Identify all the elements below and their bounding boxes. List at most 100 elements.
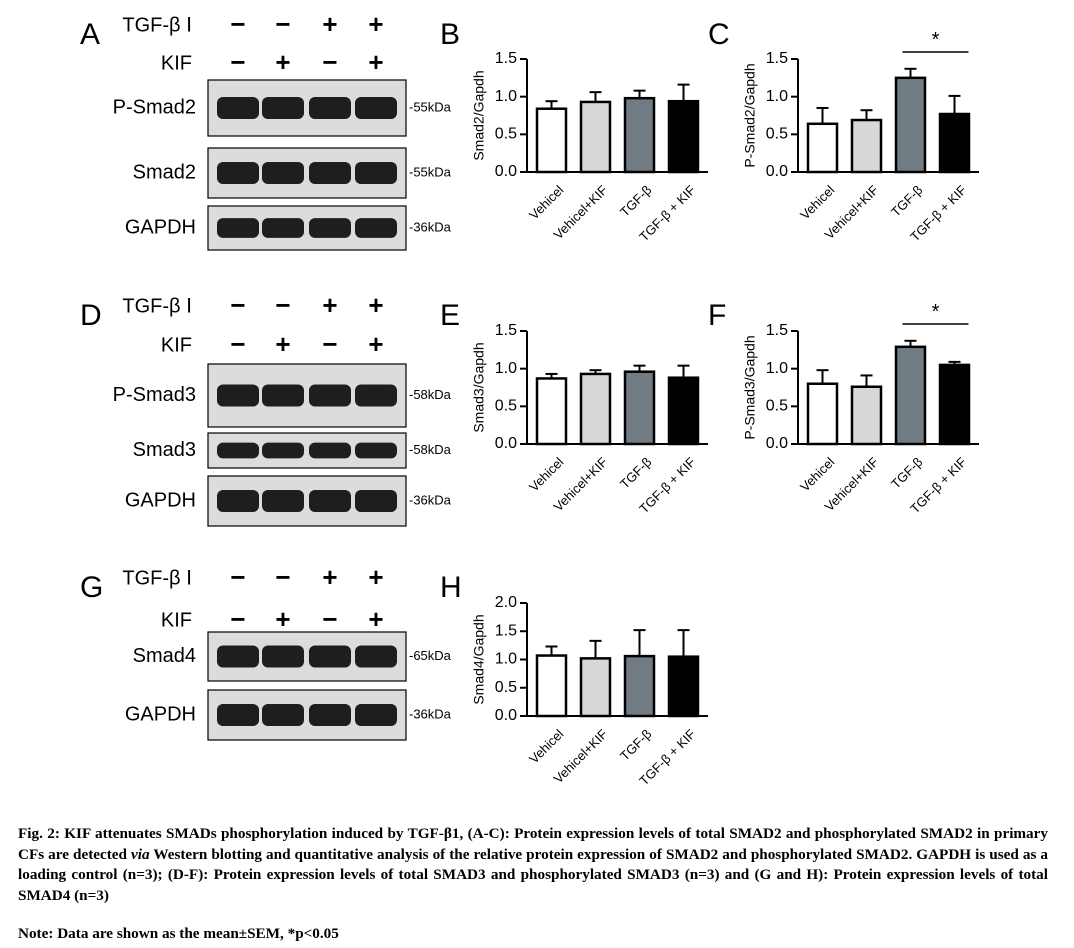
treatment-sign: − (322, 329, 337, 359)
bar (623, 654, 656, 718)
x-tick-label: Vehicel (526, 454, 566, 494)
bar (806, 382, 839, 446)
x-tick-label: Vehicel (797, 182, 837, 222)
caption-via: via (131, 845, 150, 863)
y-tick-label: 0.5 (495, 679, 517, 696)
y-tick-label: 1.0 (495, 651, 517, 668)
blot-band (355, 97, 397, 119)
treatment-sign: − (275, 562, 290, 592)
blot-band (355, 645, 397, 668)
treatment-sign: − (322, 47, 337, 77)
x-tick-label: Vehicel (526, 182, 566, 222)
treatment-sign: − (275, 9, 290, 39)
x-tick-label: Vehicel (526, 726, 566, 766)
y-axis-label: Smad2/Gapdh (471, 70, 487, 160)
y-tick-label: 1.5 (766, 322, 788, 339)
bar (535, 377, 568, 446)
blot-band (355, 218, 397, 238)
treatment-sign: + (322, 9, 337, 39)
blot-size-marker: -36kDa (409, 492, 452, 507)
treatment-label: TGF-β Ⅰ (122, 295, 192, 317)
y-tick-label: 0.0 (766, 435, 788, 452)
bar (850, 385, 883, 446)
blot-band (217, 704, 259, 726)
blot-band (262, 384, 304, 407)
bar (667, 99, 700, 174)
treatment-sign: − (230, 604, 245, 634)
blot-band (217, 645, 259, 668)
blot-band (262, 704, 304, 726)
blot-band (309, 162, 351, 184)
blot-row-label: GAPDH (125, 489, 196, 511)
x-tick-label: TGF-β (888, 454, 925, 491)
treatment-sign: − (230, 290, 245, 320)
blot-row-label: Smad3 (133, 439, 196, 461)
y-tick-label: 1.0 (766, 88, 788, 105)
treatment-sign: + (368, 604, 383, 634)
x-tick-label: TGF-β (617, 454, 654, 491)
blot-row-label: Smad2 (133, 161, 196, 183)
blot-band (309, 218, 351, 238)
treatment-label: KIF (161, 52, 192, 74)
bar (894, 345, 927, 446)
y-tick-label: 2.0 (495, 594, 517, 611)
y-tick-label: 0.5 (495, 398, 517, 415)
caption-text-1: KIF attenuates SMADs phosphorylation ind… (18, 825, 1048, 863)
treatment-sign: + (322, 290, 337, 320)
x-tick-label: TGF-β (888, 182, 925, 219)
x-tick-label: TGF-β (617, 726, 654, 763)
treatment-sign: + (368, 47, 383, 77)
treatment-sign: + (368, 9, 383, 39)
treatment-sign: + (368, 329, 383, 359)
treatment-sign: + (275, 604, 290, 634)
y-tick-label: 1.5 (766, 50, 788, 67)
blot-band (262, 162, 304, 184)
significance-label: * (932, 301, 940, 323)
significance-label: * (932, 29, 940, 51)
blot-row-label: P-Smad3 (113, 384, 196, 406)
bar (806, 122, 839, 174)
y-tick-label: 0.5 (766, 398, 788, 415)
x-tick-label: Vehicel (797, 454, 837, 494)
blot-band (355, 442, 397, 459)
blot-band (309, 704, 351, 726)
treatment-label: KIF (161, 609, 192, 631)
blot-row-label: GAPDH (125, 703, 196, 725)
treatment-sign: − (322, 604, 337, 634)
bar (579, 372, 612, 446)
blot-row-label: P-Smad2 (113, 96, 196, 118)
panel-letter: G (80, 571, 103, 604)
treatment-sign: − (230, 9, 245, 39)
blot-size-marker: -36kDa (409, 706, 452, 721)
panel-letter: C (708, 18, 730, 51)
panel-letter: A (80, 18, 100, 51)
y-tick-label: 0.0 (495, 163, 517, 180)
blot-size-marker: -58kDa (409, 442, 452, 457)
panel-letter: B (440, 18, 460, 51)
blot-band (309, 97, 351, 119)
treatment-label: TGF-β Ⅰ (122, 567, 192, 589)
panel-letter: F (708, 299, 726, 332)
bar (623, 96, 656, 174)
y-axis-label: P-Smad2/Gapdh (742, 63, 758, 167)
panel-letter: H (440, 571, 462, 604)
blot-band (217, 442, 259, 459)
bar (667, 655, 700, 718)
blot-size-marker: -55kDa (409, 164, 452, 179)
blot-size-marker: -55kDa (409, 99, 452, 114)
treatment-sign: + (275, 47, 290, 77)
blot-band (355, 384, 397, 407)
y-axis-label: Smad3/Gapdh (471, 342, 487, 432)
blot-band (355, 490, 397, 512)
blot-band (262, 645, 304, 668)
y-tick-label: 1.0 (766, 360, 788, 377)
bar-chart-e: E0.00.51.01.5Smad3/GapdhVehicelVehicel+K… (440, 299, 708, 516)
caption-text-2: Western blotting and quantitative analys… (18, 845, 1049, 904)
blot-row-label: Smad4 (133, 645, 196, 667)
bar-chart-f: F0.00.51.01.5P-Smad3/GapdhVehicelVehicel… (708, 299, 979, 516)
y-tick-label: 1.0 (495, 360, 517, 377)
bar (938, 112, 971, 174)
